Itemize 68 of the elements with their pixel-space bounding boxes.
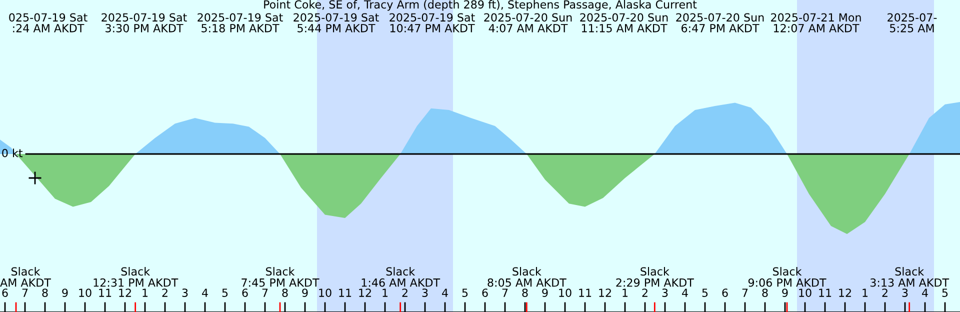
text: Slack 9:06 PM AKDT	[748, 267, 826, 287]
x-tick-label: 12	[599, 288, 611, 297]
x-tick-label: 9	[62, 288, 68, 297]
x-tick-label: 5	[462, 288, 468, 297]
x-tick-label: 2	[162, 288, 168, 297]
text: Slack AM AKDT	[0, 267, 51, 287]
x-tick-label: 1	[622, 288, 628, 297]
x-tick-label: 6	[482, 288, 488, 297]
x-tick-label: 1	[382, 288, 388, 297]
text: Slack 1:46 AM AKDT	[362, 267, 440, 287]
x-tick-label: 6	[242, 288, 248, 297]
x-tick-label: 4	[922, 288, 928, 297]
text: 2025-07-19 Sat 10:47 PM AKDT	[390, 13, 475, 32]
x-tick-label: 9	[782, 288, 788, 297]
text: 2025-07-19 Sat 5:18 PM AKDT	[198, 13, 283, 32]
x-tick-label: 3	[182, 288, 188, 297]
x-tick-label: 5	[222, 288, 228, 297]
x-tick-label: 2	[882, 288, 888, 297]
x-tick-label: 10	[559, 288, 572, 297]
x-tick-label: 10	[79, 288, 92, 297]
text: 2025-07-20 Sun 11:15 AM AKDT	[580, 13, 668, 32]
x-tick-label: 6	[2, 288, 8, 297]
text: Slack 2:29 PM AKDT	[616, 267, 694, 287]
x-tick-label: 12	[839, 288, 851, 297]
x-tick-label: 2	[642, 288, 648, 297]
x-tick-label: 5	[702, 288, 708, 297]
text: 2025-07-20 Sun 4:07 AM AKDT	[484, 13, 572, 32]
x-tick-label: 7	[22, 288, 28, 297]
chart-title: Point Coke, SE of, Tracy Arm (depth 289 ft), Stephens Passage, Alaska Current	[264, 0, 697, 11]
x-tick-label: 11	[819, 288, 832, 297]
x-tick-label: 10	[319, 288, 332, 297]
x-tick-label: 9	[542, 288, 548, 297]
text: Slack 7:45 PM AKDT	[242, 267, 320, 287]
text: 2025-07- 5:25 AM	[888, 13, 937, 32]
x-tick-label: 7	[502, 288, 508, 297]
text: Slack 8:05 AM AKDT	[488, 267, 566, 287]
x-tick-label: 7	[262, 288, 268, 297]
x-tick-label: 12	[359, 288, 371, 297]
text: 2025-07-21 Mon 12:07 AM AKDT	[771, 13, 861, 32]
text: 2025-07-20 Sun 6:47 PM AKDT	[676, 13, 764, 32]
x-tick-label: 4	[682, 288, 688, 297]
x-tick-label: 10	[799, 288, 812, 297]
x-tick-label: 1	[142, 288, 148, 297]
x-tick-label: 7	[742, 288, 748, 297]
x-tick-label: 4	[442, 288, 448, 297]
x-tick-label: 3	[422, 288, 428, 297]
x-tick-label: 6	[722, 288, 728, 297]
x-tick-label: 11	[579, 288, 592, 297]
x-tick-label: 3	[662, 288, 668, 297]
x-tick-label: 1	[862, 288, 868, 297]
x-tick-label: 11	[339, 288, 352, 297]
x-tick-label: 2	[402, 288, 408, 297]
text: 2025-07-19 Sat 3:30 PM AKDT	[102, 13, 187, 32]
text: 025-07-19 Sat :24 AM AKDT	[9, 13, 88, 32]
x-tick-label: 8	[282, 288, 288, 297]
x-tick-label: 11	[99, 288, 112, 297]
x-tick-label: 9	[302, 288, 308, 297]
text: Slack 3:13 AM AKDT	[870, 267, 950, 287]
x-tick-label: 8	[42, 288, 48, 297]
x-tick-label: 3	[902, 288, 908, 297]
x-tick-label: 12	[119, 288, 131, 297]
x-tick-label: 5	[942, 288, 948, 297]
x-tick-label: 8	[522, 288, 528, 297]
text: Slack 12:31 PM AKDT	[94, 267, 178, 287]
ref-line-label: 0 kt	[2, 148, 23, 158]
text: 2025-07-19 Sat 5:44 PM AKDT	[294, 13, 379, 32]
x-tick-label: 4	[202, 288, 208, 297]
x-tick-label: 8	[762, 288, 768, 297]
